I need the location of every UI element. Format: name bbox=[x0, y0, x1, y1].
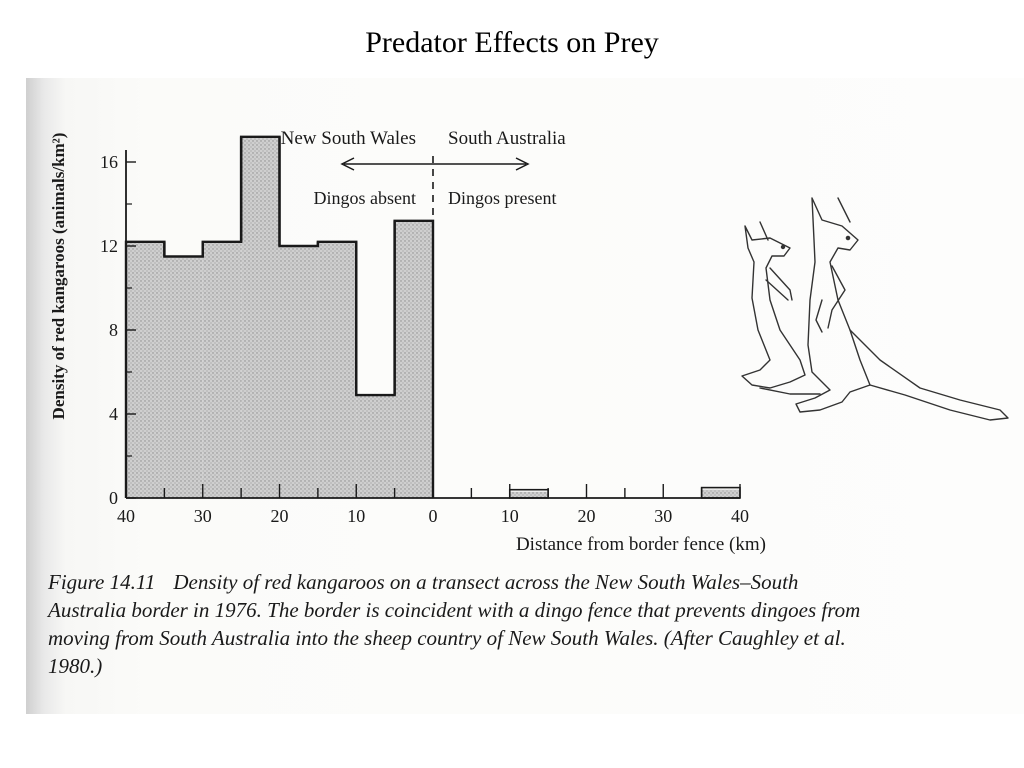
y-tick-label-4: 4 bbox=[109, 404, 118, 424]
y-axis-label-text: Density of red kangaroos (animals/km²) bbox=[49, 133, 68, 420]
x-tick-label-7: 30 bbox=[654, 506, 672, 526]
x-tick-label-8: 40 bbox=[731, 506, 749, 526]
region-left-label: New South Wales bbox=[281, 128, 416, 149]
x-tick-label-4: 0 bbox=[429, 506, 438, 526]
bar-4 bbox=[279, 246, 318, 498]
y-tick-label-12: 12 bbox=[100, 236, 118, 256]
kangaroo-illustration bbox=[741, 197, 1009, 421]
caption-text: Density of red kangaroos on a transect a… bbox=[48, 570, 861, 678]
bar-10 bbox=[509, 491, 549, 498]
slide-title: Predator Effects on Prey bbox=[365, 26, 659, 59]
figure-caption: Figure 14.11 Density of red kangaroos on … bbox=[48, 568, 868, 680]
bar-5 bbox=[317, 241, 357, 499]
x-tick-label-2: 20 bbox=[271, 506, 289, 526]
x-tick-label-3: 10 bbox=[347, 506, 365, 526]
bar-7 bbox=[394, 220, 433, 499]
figure-label: Figure 14.11 bbox=[48, 570, 156, 594]
bar-6 bbox=[356, 395, 395, 498]
x-tick-label-5: 10 bbox=[501, 506, 519, 526]
x-tick-label-0: 40 bbox=[117, 506, 135, 526]
y-tick-label-8: 8 bbox=[109, 320, 118, 340]
region-right-label: South Australia bbox=[448, 128, 566, 149]
y-axis-label: Density of red kangaroos (animals/km²) bbox=[49, 133, 68, 420]
y-tick-label-0: 0 bbox=[109, 488, 118, 508]
x-tick-label-6: 20 bbox=[578, 506, 596, 526]
x-axis-label: Distance from border fence (km) bbox=[516, 534, 766, 555]
bar-1 bbox=[164, 256, 203, 498]
status-left-label: Dingos absent bbox=[314, 188, 417, 208]
x-tick-label-1: 30 bbox=[194, 506, 212, 526]
bar-3 bbox=[241, 136, 280, 499]
bar-15 bbox=[701, 489, 740, 498]
bar-2 bbox=[202, 241, 242, 499]
y-tick-label-16: 16 bbox=[100, 152, 118, 172]
status-right-label: Dingos present bbox=[448, 188, 556, 208]
bar-0 bbox=[126, 241, 165, 499]
double-arrow bbox=[340, 157, 530, 171]
